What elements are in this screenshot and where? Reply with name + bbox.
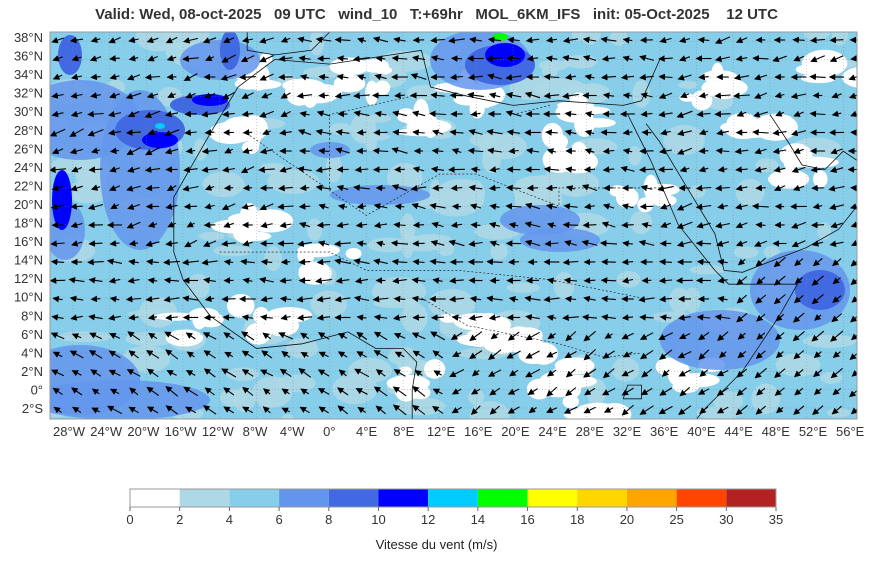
lat-label: 14°N (14, 253, 43, 268)
colorbar-swatch (527, 489, 578, 507)
lat-label: 28°N (14, 123, 43, 138)
colorbar-label: Vitesse du vent (m/s) (375, 537, 498, 552)
colorbar-swatch (130, 489, 180, 507)
colorbar-tick-label: 8 (325, 512, 332, 527)
colorbar-tick-label: 6 (275, 512, 282, 527)
longitude-labels: 28°W 24°W 20°W 16°W 12°W 8°W 4°W 0° 4°E 8°E 12°E 16… (53, 424, 865, 439)
colorbar-tick-label: 12 (421, 512, 435, 527)
lat-label: 8°N (21, 308, 43, 323)
colorbar-tick-label: 14 (471, 512, 485, 527)
lon-label: 20°W (127, 424, 160, 439)
colorbar-swatch (328, 489, 379, 507)
colorbar-swatch (179, 489, 230, 507)
lat-label: 12°N (14, 271, 43, 286)
lon-label: 28°W (53, 424, 86, 439)
lat-label: 18°N (14, 216, 43, 231)
lon-label: 24°E (538, 424, 567, 439)
colorbar-tick-label: 0 (126, 512, 133, 527)
colorbar-swatch (378, 489, 429, 507)
lat-label: 0° (31, 382, 43, 397)
lat-label: 26°N (14, 141, 43, 156)
colorbar-tick-label: 16 (520, 512, 534, 527)
lat-label: 4°N (21, 345, 43, 360)
lon-label: 20°E (501, 424, 530, 439)
lat-label: 2°S (22, 401, 43, 416)
lon-label: 16°W (165, 424, 198, 439)
lat-label: 2°N (21, 364, 43, 379)
lon-label: 56°E (836, 424, 865, 439)
lon-label: 24°W (90, 424, 123, 439)
lon-label: 28°E (576, 424, 605, 439)
map-frame (49, 31, 858, 420)
lat-label: 24°N (14, 160, 43, 175)
lon-label: 12°W (202, 424, 235, 439)
colorbar-swatch (726, 489, 776, 507)
lat-label: 10°N (14, 290, 43, 305)
lon-label: 0° (323, 424, 335, 439)
wind-speed-field (50, 32, 857, 419)
lat-label: 30°N (14, 104, 43, 119)
lon-label: 32°E (613, 424, 642, 439)
colorbar-tick-label: 10 (371, 512, 385, 527)
colorbar-swatch (229, 489, 280, 507)
colorbar-tick-label: 18 (570, 512, 584, 527)
colorbar-swatch (626, 489, 677, 507)
lon-label: 48°E (762, 424, 791, 439)
lon-label: 4°W (280, 424, 305, 439)
colorbar-swatch (428, 489, 478, 507)
latitude-labels: 38°N 36°N 34°N 32°N 30°N 28°N 26°N 24°N 22°N 20°N… (14, 30, 43, 416)
lat-label: 32°N (14, 86, 43, 101)
lat-label: 6°N (21, 327, 43, 342)
lon-label: 52°E (799, 424, 828, 439)
colorbar-tick-label: 4 (226, 512, 233, 527)
wind-vectors (50, 36, 857, 416)
colorbar-ticks: 0 2 4 6 8 10 12 14 16 18 20 25 30 35 (126, 507, 783, 527)
lat-label: 22°N (14, 178, 43, 193)
colorbar-swatch (676, 489, 727, 507)
lon-label: 44°E (724, 424, 753, 439)
colorbar-tick-label: 35 (769, 512, 783, 527)
lon-label: 8°W (243, 424, 268, 439)
map-title: Valid: Wed, 08-oct-2025 09 UTC wind_10 T… (95, 6, 778, 23)
lon-label: 8°E (393, 424, 414, 439)
colorbar-tick-label: 2 (176, 512, 183, 527)
lon-label: 16°E (464, 424, 493, 439)
lat-label: 38°N (14, 30, 43, 45)
colorbar-swatch (477, 489, 528, 507)
lat-label: 20°N (14, 197, 43, 212)
lon-label: 36°E (650, 424, 679, 439)
colorbar-swatch (279, 489, 329, 507)
lat-label: 16°N (14, 234, 43, 249)
lon-label: 40°E (687, 424, 716, 439)
colorbar-swatches (129, 488, 777, 508)
colorbar-tick-label: 20 (620, 512, 634, 527)
colorbar-tick-label: 25 (669, 512, 683, 527)
lat-label: 34°N (14, 67, 43, 82)
lat-label: 36°N (14, 49, 43, 64)
colorbar-tick-label: 30 (719, 512, 733, 527)
lon-label: 4°E (356, 424, 377, 439)
colorbar-swatch (577, 489, 627, 507)
lon-label: 12°E (427, 424, 456, 439)
